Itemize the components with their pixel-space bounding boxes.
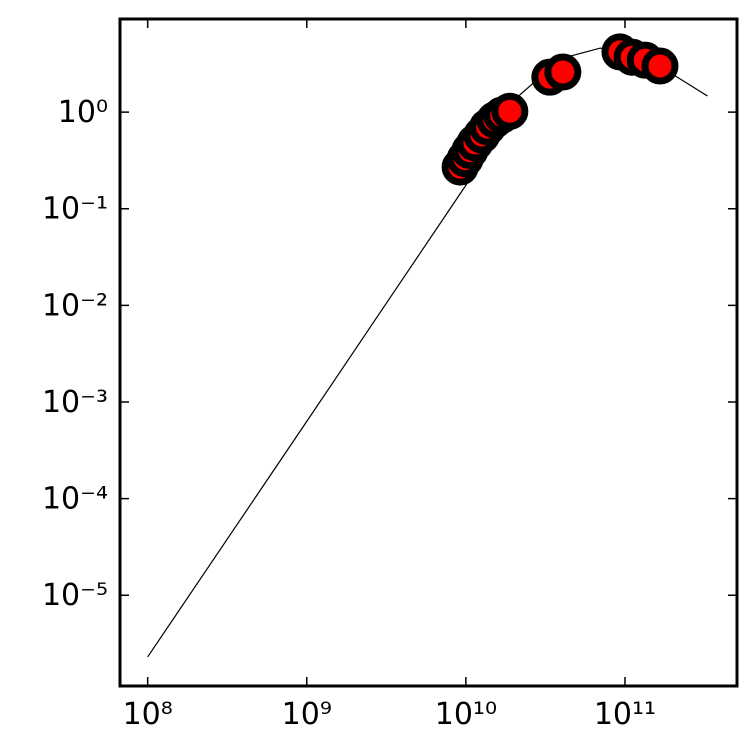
y-tick-label: 10⁰ — [58, 95, 108, 130]
data-point — [544, 53, 582, 91]
y-tick-label: 10⁻³ — [42, 385, 108, 420]
fit-line — [147, 47, 708, 658]
x-tick-label: 10⁹ — [282, 697, 332, 732]
x-tick-label: 10¹⁰ — [435, 697, 497, 732]
plot-frame — [118, 17, 739, 688]
y-tick-label: 10⁻⁴ — [42, 482, 108, 517]
x-tick-label: 10¹¹ — [594, 697, 656, 732]
y-tick-label: 10⁻⁵ — [42, 578, 108, 613]
data-point — [641, 47, 679, 85]
data-point — [491, 92, 529, 130]
x-tick-label: 10⁸ — [123, 697, 173, 732]
y-tick-label: 10⁻¹ — [42, 192, 108, 227]
y-tick-label: 10⁻² — [42, 288, 108, 323]
